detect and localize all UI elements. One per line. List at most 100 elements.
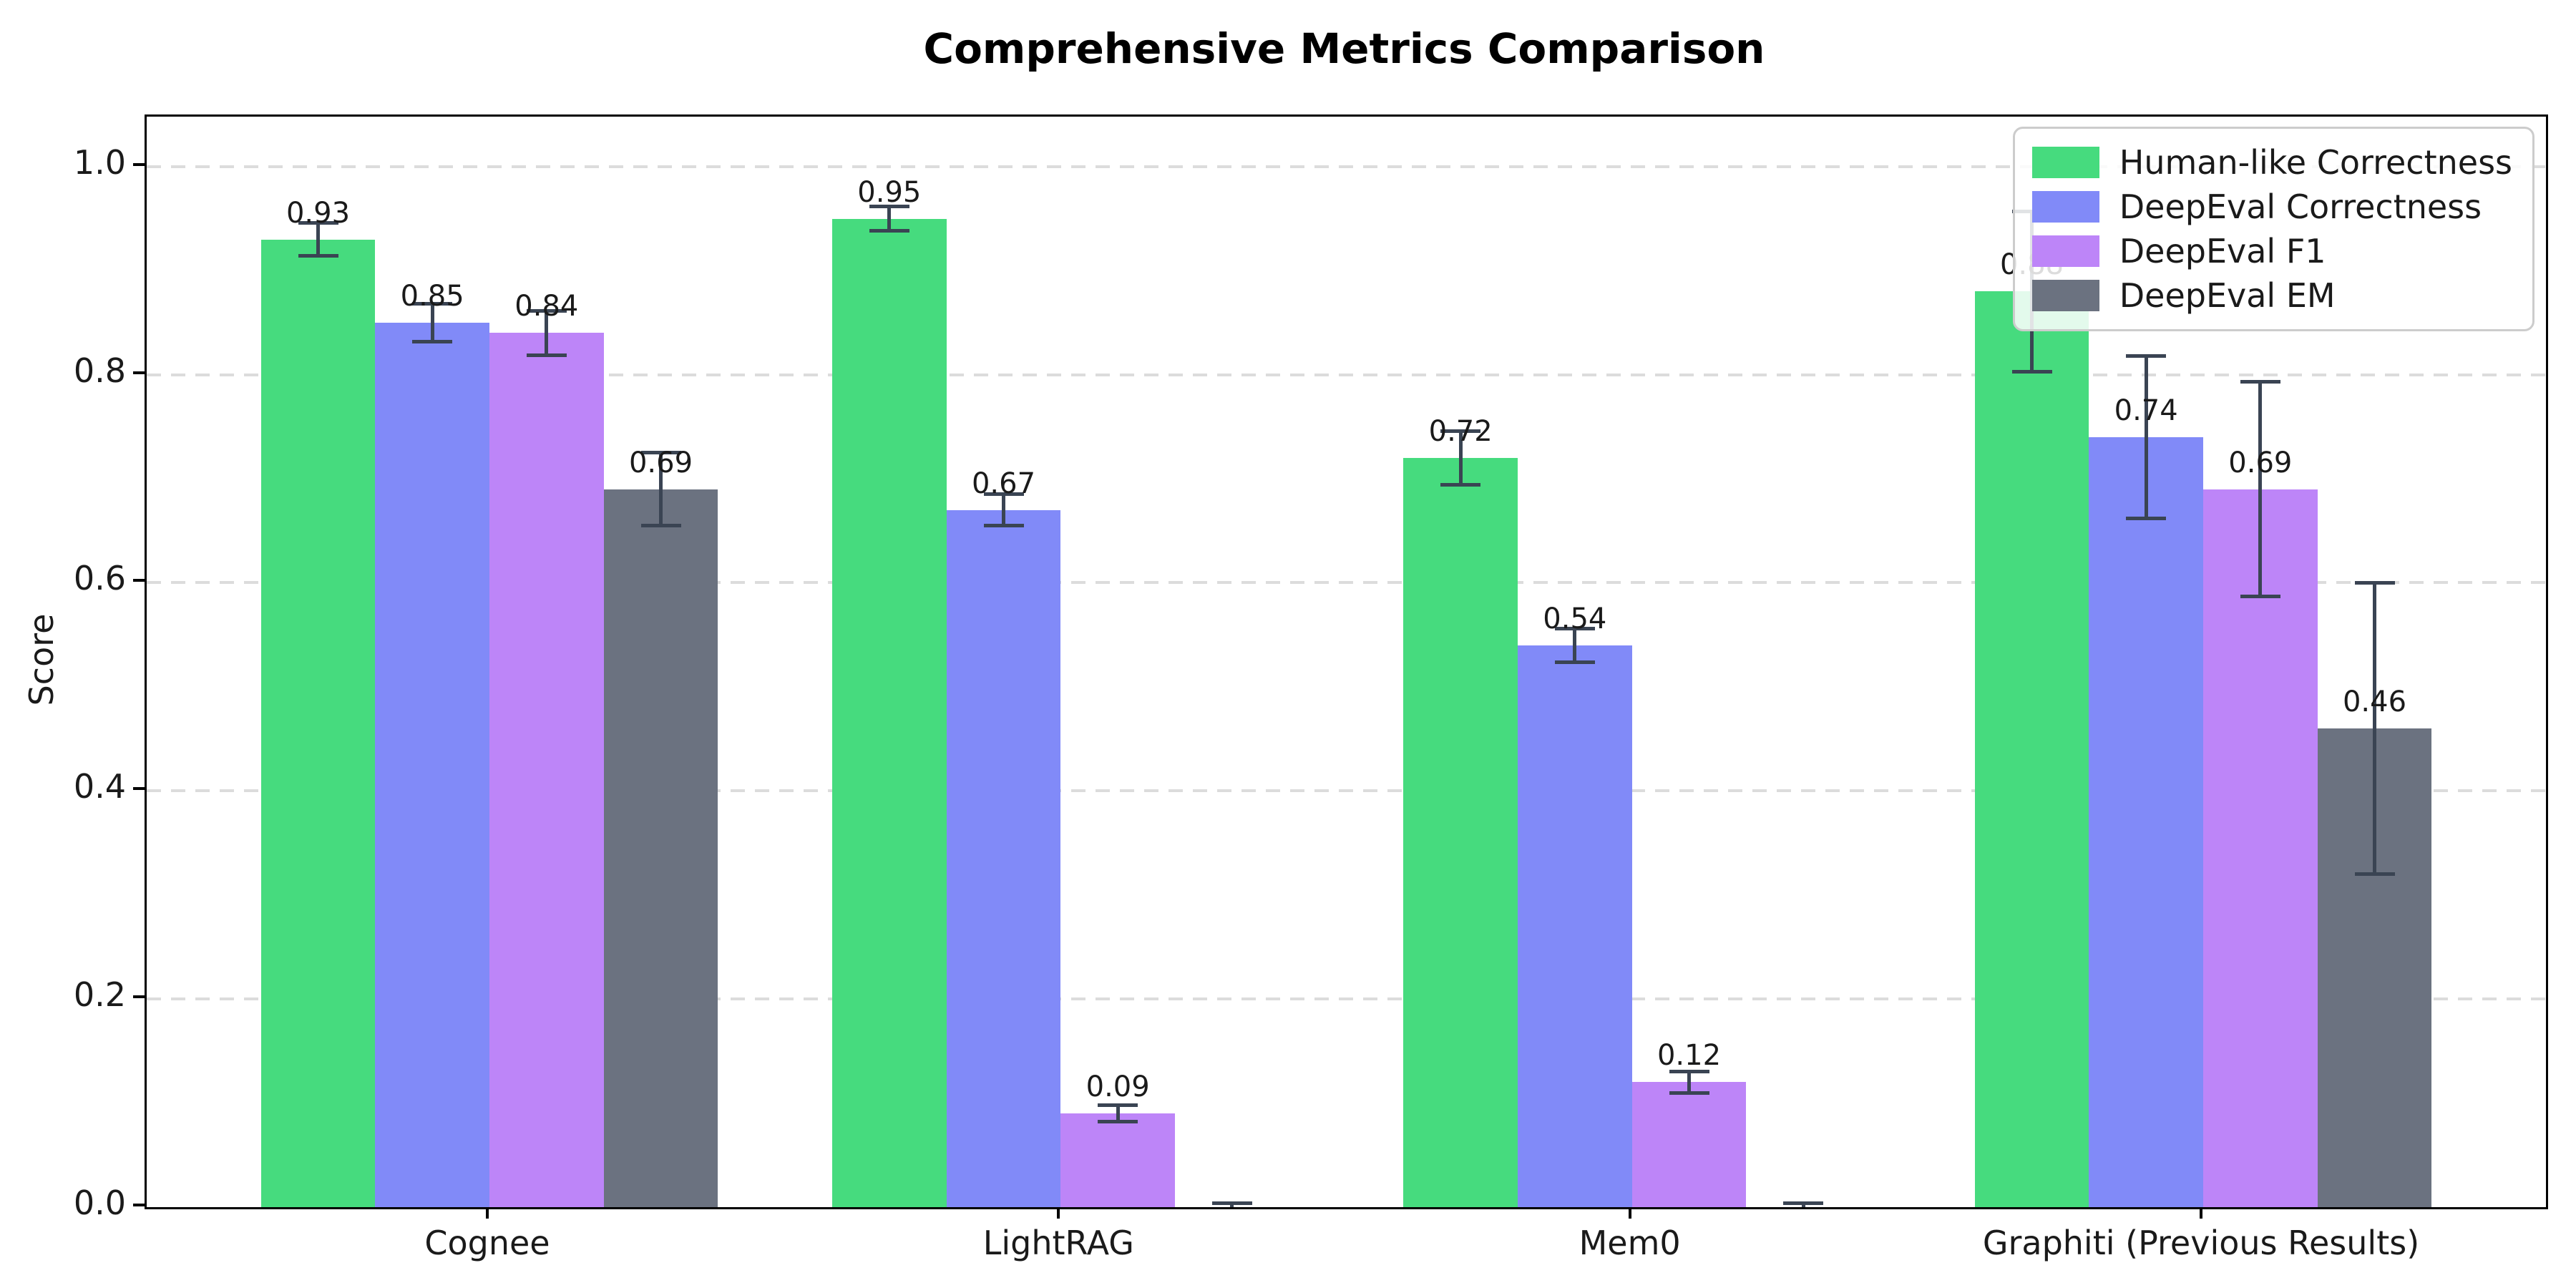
error-bar-cap-top [983, 492, 1024, 497]
error-bar [887, 206, 892, 231]
error-bar [2258, 381, 2263, 597]
legend-item: DeepEval EM [2031, 273, 2512, 318]
error-bar [1573, 628, 1577, 662]
error-bar-cap-top [1669, 1070, 1709, 1074]
gridline [147, 373, 2546, 376]
bar-value-label: 0.69 [628, 446, 693, 479]
legend-swatch [2031, 235, 2099, 267]
bar [2203, 489, 2318, 1207]
error-bar-cap-bottom [412, 339, 453, 343]
bar [375, 322, 489, 1207]
error-bar [1230, 1203, 1234, 1207]
error-bar-cap-bottom [1554, 660, 1595, 664]
legend-label: DeepEval EM [2119, 276, 2336, 315]
error-bar [1116, 1105, 1120, 1122]
x-tick-label: Graphiti (Previous Results) [1982, 1224, 2420, 1262]
error-bar-cap-bottom [2126, 516, 2167, 520]
bar-value-label: 0.12 [1657, 1039, 1722, 1073]
gridline [147, 165, 2546, 168]
x-tick-label: Mem0 [1579, 1224, 1681, 1262]
error-bar-cap-top [412, 302, 453, 306]
bar-value-label: 0.85 [400, 279, 464, 313]
bar [260, 239, 376, 1207]
x-tick-mark [2200, 1207, 2202, 1219]
y-tick-mark [133, 995, 145, 999]
y-tick-mark [133, 579, 145, 582]
y-tick-mark [133, 1204, 145, 1206]
error-bar-cap-bottom [1440, 483, 1481, 487]
error-bar-cap-top [526, 309, 567, 313]
legend-item: DeepEval F1 [2031, 229, 2512, 273]
error-bar-cap-top [1098, 1103, 1138, 1107]
error-bar-cap-top [640, 451, 681, 455]
error-bar [1687, 1071, 1691, 1093]
gridline [147, 581, 2546, 585]
error-bar-cap-top [1554, 626, 1595, 630]
legend-item: DeepEval Correctness [2031, 185, 2512, 229]
legend-item: Human-like Correctness [2031, 140, 2512, 185]
error-bar-cap-top [298, 220, 338, 225]
error-bar-cap-bottom [298, 254, 338, 258]
legend-label: DeepEval F1 [2119, 232, 2326, 270]
error-bar-cap-top [2240, 380, 2280, 384]
y-tick-mark [133, 162, 145, 166]
legend-swatch [2031, 147, 2099, 178]
error-bar-cap-bottom [1669, 1091, 1709, 1095]
plot-area: 0.930.950.720.880.850.670.540.740.840.09… [145, 114, 2548, 1209]
y-tick-label: 0.0 [73, 1184, 126, 1222]
error-bar [2144, 356, 2148, 519]
y-tick-label: 0.2 [73, 975, 126, 1015]
bar-value-label: 0.46 [2342, 686, 2407, 719]
bar [489, 333, 604, 1207]
legend-swatch [2031, 191, 2099, 223]
chart-title: Comprehensive Metrics Comparison [923, 24, 1765, 73]
bar-value-label: 0.72 [1428, 414, 1493, 448]
bar [1974, 291, 2089, 1207]
y-tick-label: 1.0 [73, 142, 126, 182]
gridline [147, 789, 2546, 793]
y-axis-label: Score [22, 613, 61, 706]
bar-value-label: 0.84 [514, 290, 579, 323]
error-bar-cap-top [2126, 353, 2167, 358]
y-tick-label: 0.4 [73, 767, 126, 806]
bar [2089, 436, 2203, 1207]
x-tick-label: LightRAG [982, 1224, 1134, 1262]
error-bar-cap-top [1783, 1201, 1824, 1205]
legend-label: Human-like Correctness [2119, 143, 2512, 182]
bar-value-label: 0.95 [857, 175, 922, 209]
bar [1631, 1082, 1747, 1207]
error-bar-cap-bottom [2011, 369, 2052, 374]
bar [1518, 645, 1632, 1207]
bar-value-label: 0.93 [286, 196, 351, 230]
y-tick-mark [133, 371, 145, 374]
legend-label: DeepEval Correctness [2119, 187, 2482, 226]
y-tick-mark [133, 787, 145, 791]
y-tick-label: 0.6 [73, 559, 126, 598]
bar [832, 218, 947, 1207]
x-tick-mark [1628, 1207, 1631, 1219]
error-bar-cap-bottom [2354, 872, 2395, 877]
bar [1060, 1113, 1175, 1207]
bar-value-label: 0.67 [971, 467, 1036, 500]
y-tick-label: 0.8 [73, 351, 126, 390]
legend: Human-like Correctness DeepEval Correctne… [2012, 127, 2534, 331]
bar [603, 489, 718, 1207]
x-tick-mark [486, 1207, 489, 1219]
bar [1403, 457, 1518, 1207]
bar-value-label: 0.74 [2114, 394, 2178, 427]
error-bar-cap-top [1440, 429, 1481, 433]
bar-value-label: 0.69 [2228, 446, 2293, 479]
error-bar [659, 452, 663, 526]
error-bar [316, 223, 320, 256]
error-bar-cap-top [869, 204, 909, 208]
error-bar-cap-bottom [1098, 1120, 1138, 1124]
error-bar [1002, 494, 1005, 526]
error-bar-cap-bottom [869, 229, 909, 233]
error-bar-cap-top [2354, 580, 2395, 585]
legend-swatch [2031, 280, 2099, 311]
bar-value-label: 0.54 [1543, 602, 1607, 635]
error-bar [2373, 582, 2376, 874]
error-bar [1458, 431, 1463, 485]
bar-value-label: 0.09 [1085, 1070, 1150, 1104]
